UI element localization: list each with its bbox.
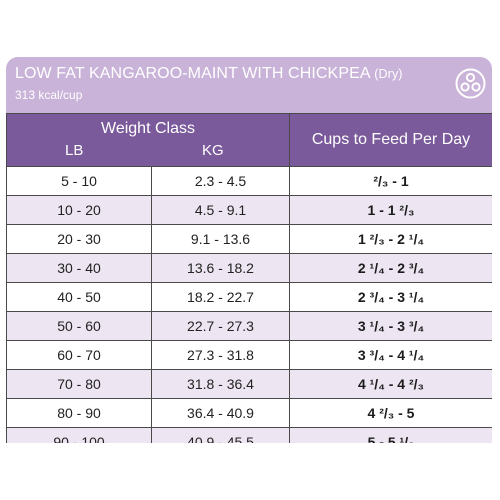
lb-cell: 50 - 60 — [6, 311, 152, 341]
table-row: 30 - 40 13.6 - 18.2 2 ¹/₄ - 2 ³/₄ — [6, 253, 492, 283]
product-title-text: LOW FAT KANGAROO-MAINT WITH CHICKPEA — [15, 65, 370, 82]
kg-cell: 22.7 - 27.3 — [151, 311, 290, 341]
table-header-row: Weight Class LB KG Cups to Feed Per Day — [6, 113, 492, 167]
table-row: 70 - 80 31.8 - 36.4 4 ¹/₄ - 4 ²/₃ — [6, 369, 492, 399]
kg-cell: 27.3 - 31.8 — [151, 340, 290, 370]
feeding-table: Weight Class LB KG Cups to Feed Per Day … — [6, 113, 492, 443]
lb-cell: 30 - 40 — [6, 253, 152, 283]
lb-column-header: LB — [65, 142, 84, 159]
table-row: 50 - 60 22.7 - 27.3 3 ¹/₄ - 3 ³/₄ — [6, 311, 492, 341]
product-header: LOW FAT KANGAROO-MAINT WITH CHICKPEA (Dr… — [6, 57, 492, 113]
cups-cell: 1 ²/₃ - 2 ¹/₄ — [289, 224, 492, 254]
cups-cell: 5 - 5 ¹/₂ — [289, 427, 492, 443]
weight-class-header: Weight Class LB KG — [6, 113, 290, 167]
lb-cell: 40 - 50 — [6, 282, 152, 312]
table-row: 60 - 70 27.3 - 31.8 3 ³/₄ - 4 ¹/₄ — [6, 340, 492, 370]
cups-cell: 4 ²/₃ - 5 — [289, 398, 492, 428]
kg-cell: 31.8 - 36.4 — [151, 369, 290, 399]
table-row: 90 - 100 40.9 - 45.5 5 - 5 ¹/₂ — [6, 427, 492, 443]
kg-cell: 4.5 - 9.1 — [151, 195, 290, 225]
cups-cell: 1 - 1 ²/₃ — [289, 195, 492, 225]
lb-cell: 60 - 70 — [6, 340, 152, 370]
cups-cell: 3 ¹/₄ - 3 ³/₄ — [289, 311, 492, 341]
kg-cell: 9.1 - 13.6 — [151, 224, 290, 254]
lb-cell: 20 - 30 — [6, 224, 152, 254]
table-row: 20 - 30 9.1 - 13.6 1 ²/₃ - 2 ¹/₄ — [6, 224, 492, 254]
lb-cell: 70 - 80 — [6, 369, 152, 399]
table-row: 80 - 90 36.4 - 40.9 4 ²/₃ - 5 — [6, 398, 492, 428]
cups-cell: 2 ³/₄ - 3 ¹/₄ — [289, 282, 492, 312]
lb-cell: 80 - 90 — [6, 398, 152, 428]
kg-cell: 2.3 - 4.5 — [151, 166, 290, 196]
cups-cell: 3 ³/₄ - 4 ¹/₄ — [289, 340, 492, 370]
food-bowl-icon — [455, 68, 486, 99]
kg-cell: 13.6 - 18.2 — [151, 253, 290, 283]
table-row: 10 - 20 4.5 - 9.1 1 - 1 ²/₃ — [6, 195, 492, 225]
cups-cell: 4 ¹/₄ - 4 ²/₃ — [289, 369, 492, 399]
lb-cell: 5 - 10 — [6, 166, 152, 196]
kg-cell: 18.2 - 22.7 — [151, 282, 290, 312]
kg-cell: 36.4 - 40.9 — [151, 398, 290, 428]
product-title: LOW FAT KANGAROO-MAINT WITH CHICKPEA (Dr… — [15, 65, 403, 83]
kg-column-header: KG — [202, 142, 224, 159]
calorie-info: 313 kcal/cup — [15, 88, 83, 102]
kg-cell: 40.9 - 45.5 — [151, 427, 290, 443]
cups-cell: ²/₃ - 1 — [289, 166, 492, 196]
lb-cell: 90 - 100 — [6, 427, 152, 443]
cups-cell: 2 ¹/₄ - 2 ³/₄ — [289, 253, 492, 283]
table-row: 40 - 50 18.2 - 22.7 2 ³/₄ - 3 ¹/₄ — [6, 282, 492, 312]
feeding-guide-card: LOW FAT KANGAROO-MAINT WITH CHICKPEA (Dr… — [6, 57, 492, 443]
weight-class-title: Weight Class — [101, 120, 195, 137]
product-type-tag: (Dry) — [374, 67, 403, 81]
lb-cell: 10 - 20 — [6, 195, 152, 225]
table-row: 5 - 10 2.3 - 4.5 ²/₃ - 1 — [6, 166, 492, 196]
cups-column-header: Cups to Feed Per Day — [289, 113, 492, 167]
